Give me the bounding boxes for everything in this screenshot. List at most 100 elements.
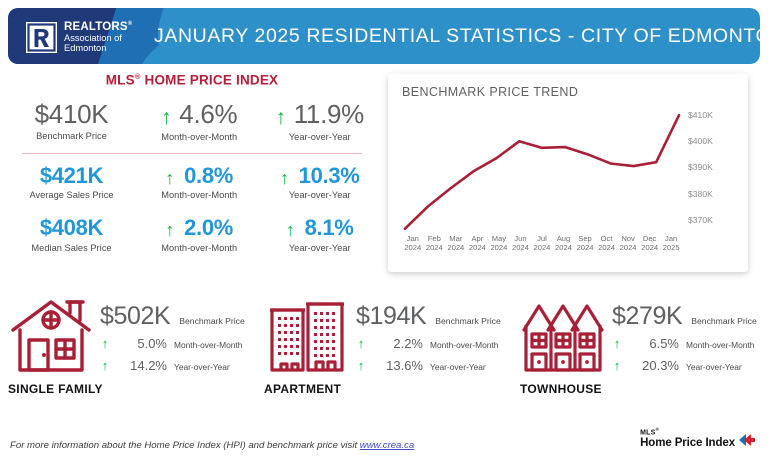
hpi-row-median: $408K Median Sales Price ↑ 2.0% Month-ove… <box>4 212 380 255</box>
chart-x-axis: Jan 2024 Feb 2024 Mar 2024 Apr 2024 May 2024 Jun 20… <box>402 234 682 260</box>
townhouse-price-label: Benchmark Price <box>691 316 757 326</box>
hpi-row-benchmark: $410K Benchmark Price ↑ 4.6% Month-over-M… <box>4 97 380 144</box>
realtors-logo-line3: Edmonton <box>64 43 107 54</box>
hpi-benchmark-price-value: $410K <box>34 98 109 129</box>
hpi-benchmark-mom-value: 4.6% <box>179 98 238 129</box>
hpi-median-mom-cell: ↑ 2.0% Month-over-Month <box>139 216 260 253</box>
benchmark-price-trend-card: BENCHMARK PRICE TREND $410K $400K $390K $38… <box>388 74 748 272</box>
realtors-logo-line1: REALTORS <box>64 21 128 33</box>
mls-home-price-index-panel: MLS® HOME PRICE INDEX $410K Benchmark Pr… <box>4 68 380 278</box>
single-family-mom-label: Month-over-Month <box>174 340 243 350</box>
mls-logo-line1: MLS <box>640 429 656 437</box>
hpi-title-reg: ® <box>134 72 141 81</box>
realtors-logo-reg: ® <box>127 21 133 28</box>
apartment-yoy-value: 13.6% <box>386 358 423 373</box>
hpi-benchmark-yoy-value: 11.9% <box>293 98 365 129</box>
apartment-price: $194K <box>356 302 427 330</box>
hpi-median-yoy-value: 8.1% <box>304 215 354 241</box>
townhouse-yoy-label: Year-over-Year <box>686 362 742 372</box>
chart-x-tick: Jan 2024 <box>404 234 422 253</box>
single-family-yoy-label: Year-over-Year <box>174 362 230 372</box>
hpi-divider <box>22 152 362 154</box>
chart-title: BENCHMARK PRICE TREND <box>402 85 579 99</box>
chart-x-tick: Dec 2024 <box>641 234 659 253</box>
property-type-single-family: $502K Benchmark Price ↑ 5.0% Month-over-… <box>0 296 256 416</box>
chart-y-tick: $380K <box>688 188 713 199</box>
hpi-benchmark-mom-cell: ↑ 4.6% Month-over-Month <box>139 98 260 142</box>
hpi-median-price-label: Median Sales Price <box>31 242 112 253</box>
footer-note-text: For more information about the Home Pric… <box>10 440 360 451</box>
hpi-median-yoy-cell: ↑ 8.1% Year-over-Year <box>259 216 380 253</box>
up-arrow-icon: ↑ <box>357 358 365 373</box>
chart-y-axis: $410K $400K $390K $380K $370K <box>688 110 744 230</box>
hpi-average-price-label: Average Sales Price <box>29 189 114 200</box>
realtors-r-mark-icon <box>26 21 57 53</box>
chart-y-tick: $370K <box>688 214 713 225</box>
realtors-association-logo: REALTORS® Association of Edmonton <box>26 21 132 53</box>
chart-x-tick: Jun 2024 <box>511 234 529 253</box>
crea-link[interactable]: www.crea.ca <box>359 440 415 451</box>
page-header: REALTORS® Association of Edmonton JANUAR… <box>8 8 760 64</box>
up-arrow-icon: ↑ <box>279 167 289 188</box>
page-title: JANUARY 2025 RESIDENTIAL STATISTICS - CI… <box>154 24 760 47</box>
chart-x-tick: Oct 2024 <box>598 234 615 253</box>
apartment-mom-label: Month-over-Month <box>430 340 499 350</box>
hpi-median-mom-label: Month-over-Month <box>161 243 238 254</box>
up-arrow-icon: ↑ <box>285 220 295 241</box>
chart-plot-area <box>402 110 682 230</box>
townhouse-mom-label: Month-over-Month <box>686 340 755 350</box>
townhouse-yoy-value: 20.3% <box>642 358 679 373</box>
single-family-price: $502K <box>100 302 171 330</box>
hpi-average-price-cell: $421K Average Sales Price <box>4 162 139 200</box>
mls-arrow-icon <box>739 433 755 446</box>
up-arrow-icon: ↑ <box>165 220 175 241</box>
hpi-average-yoy-label: Year-over-Year <box>288 190 351 201</box>
chart-x-tick: May 2024 <box>490 234 508 253</box>
up-arrow-icon: ↑ <box>357 336 365 351</box>
chart-x-tick: Jan 2025 <box>662 234 680 253</box>
single-family-label: SINGLE FAMILY <box>8 382 103 396</box>
up-arrow-icon: ↑ <box>613 336 621 351</box>
up-arrow-icon: ↑ <box>165 167 175 188</box>
townhouse-icon <box>520 296 606 378</box>
chart-x-tick: Mar 2024 <box>447 234 465 253</box>
up-arrow-icon: ↑ <box>161 105 172 129</box>
chart-x-tick: Jul 2024 <box>533 234 551 253</box>
townhouse-price: $279K <box>612 302 683 330</box>
hpi-benchmark-mom-label: Month-over-Month <box>161 131 238 142</box>
mls-logo-line2: Home Price Index <box>640 436 735 449</box>
up-arrow-icon: ↑ <box>613 358 621 373</box>
hpi-average-mom-value: 0.8% <box>184 162 234 188</box>
property-type-townhouse: $279K Benchmark Price ↑ 6.5% Month-over-… <box>512 296 768 416</box>
hpi-panel-title: MLS® HOME PRICE INDEX <box>4 72 380 88</box>
hpi-median-mom-value: 2.0% <box>184 215 234 241</box>
single-family-price-label: Benchmark Price <box>179 316 245 326</box>
hpi-title-rest: HOME PRICE INDEX <box>140 72 279 88</box>
hpi-rows: $410K Benchmark Price ↑ 4.6% Month-over-M… <box>4 97 380 256</box>
apartment-price-label: Benchmark Price <box>435 316 501 326</box>
apartment-label: APARTMENT <box>264 382 342 396</box>
hpi-median-price-cell: $408K Median Sales Price <box>4 216 139 252</box>
chart-x-tick: Apr 2024 <box>468 234 486 253</box>
hpi-row-average: $421K Average Sales Price ↑ 0.8% Month-ov… <box>4 160 380 203</box>
up-arrow-icon: ↑ <box>275 105 286 129</box>
townhouse-mom-value: 6.5% <box>649 336 679 351</box>
chart-x-tick: Nov 2024 <box>619 234 637 253</box>
footer-note: For more information about the Home Pric… <box>10 440 414 451</box>
up-arrow-icon: ↑ <box>101 336 109 351</box>
chart-x-tick: Feb 2024 <box>425 234 443 253</box>
hpi-average-price-value: $421K <box>39 162 104 188</box>
hpi-benchmark-yoy-label: Year-over-Year <box>288 131 351 142</box>
chart-x-tick: Aug 2024 <box>555 234 572 253</box>
up-arrow-icon: ↑ <box>101 358 109 373</box>
single-family-mom-value: 5.0% <box>137 336 167 351</box>
hpi-benchmark-yoy-cell: ↑ 11.9% Year-over-Year <box>259 98 380 142</box>
hpi-average-yoy-value: 10.3% <box>298 162 360 188</box>
apartment-icon <box>264 296 350 378</box>
hpi-average-yoy-cell: ↑ 10.3% Year-over-Year <box>259 162 380 201</box>
realtors-logo-text: REALTORS® Association of Edmonton <box>64 21 132 53</box>
apartment-mom-value: 2.2% <box>393 336 423 351</box>
chart-y-tick: $400K <box>688 136 713 147</box>
hpi-average-mom-label: Month-over-Month <box>161 190 238 201</box>
mls-home-price-index-logo: MLS® Home Price Index <box>640 427 756 449</box>
